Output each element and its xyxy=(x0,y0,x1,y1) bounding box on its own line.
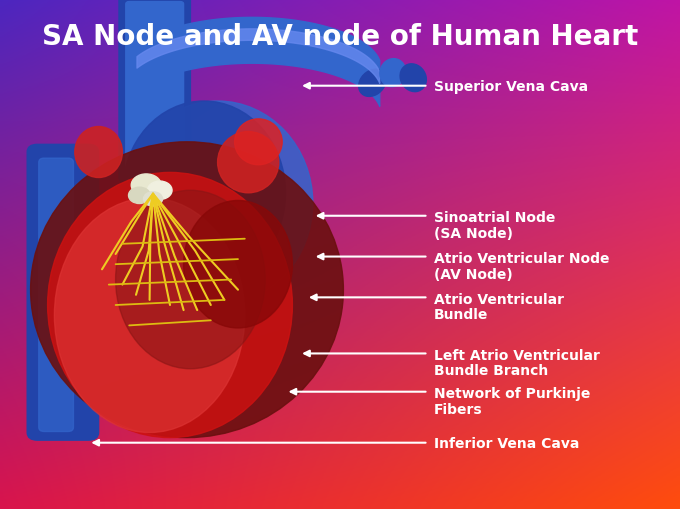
Ellipse shape xyxy=(218,132,279,193)
FancyBboxPatch shape xyxy=(27,145,99,440)
FancyBboxPatch shape xyxy=(126,3,184,176)
Ellipse shape xyxy=(75,127,122,178)
Text: Left Atrio Ventricular
Bundle Branch: Left Atrio Ventricular Bundle Branch xyxy=(434,348,600,378)
Ellipse shape xyxy=(184,201,292,328)
Circle shape xyxy=(131,175,161,197)
Text: Network of Purkinje
Fibers: Network of Purkinje Fibers xyxy=(434,386,590,416)
Ellipse shape xyxy=(116,191,265,369)
Text: Atrio Ventricular Node
(AV Node): Atrio Ventricular Node (AV Node) xyxy=(434,251,609,281)
Ellipse shape xyxy=(54,199,245,433)
Text: Sinoatrial Node
(SA Node): Sinoatrial Node (SA Node) xyxy=(434,211,555,240)
FancyBboxPatch shape xyxy=(39,159,73,432)
Ellipse shape xyxy=(358,70,386,97)
Ellipse shape xyxy=(380,60,406,88)
Circle shape xyxy=(143,192,163,207)
FancyBboxPatch shape xyxy=(119,0,190,183)
Text: Inferior Vena Cava: Inferior Vena Cava xyxy=(434,436,579,450)
Ellipse shape xyxy=(122,102,313,305)
Ellipse shape xyxy=(31,143,343,438)
Ellipse shape xyxy=(400,65,426,93)
Circle shape xyxy=(129,188,150,204)
Circle shape xyxy=(148,182,172,200)
Ellipse shape xyxy=(48,173,292,438)
Text: SA Node and AV node of Human Heart: SA Node and AV node of Human Heart xyxy=(42,23,638,51)
Ellipse shape xyxy=(122,102,286,285)
Ellipse shape xyxy=(235,120,282,165)
Text: Atrio Ventricular
Bundle: Atrio Ventricular Bundle xyxy=(434,292,564,322)
Text: Superior Vena Cava: Superior Vena Cava xyxy=(434,79,588,94)
